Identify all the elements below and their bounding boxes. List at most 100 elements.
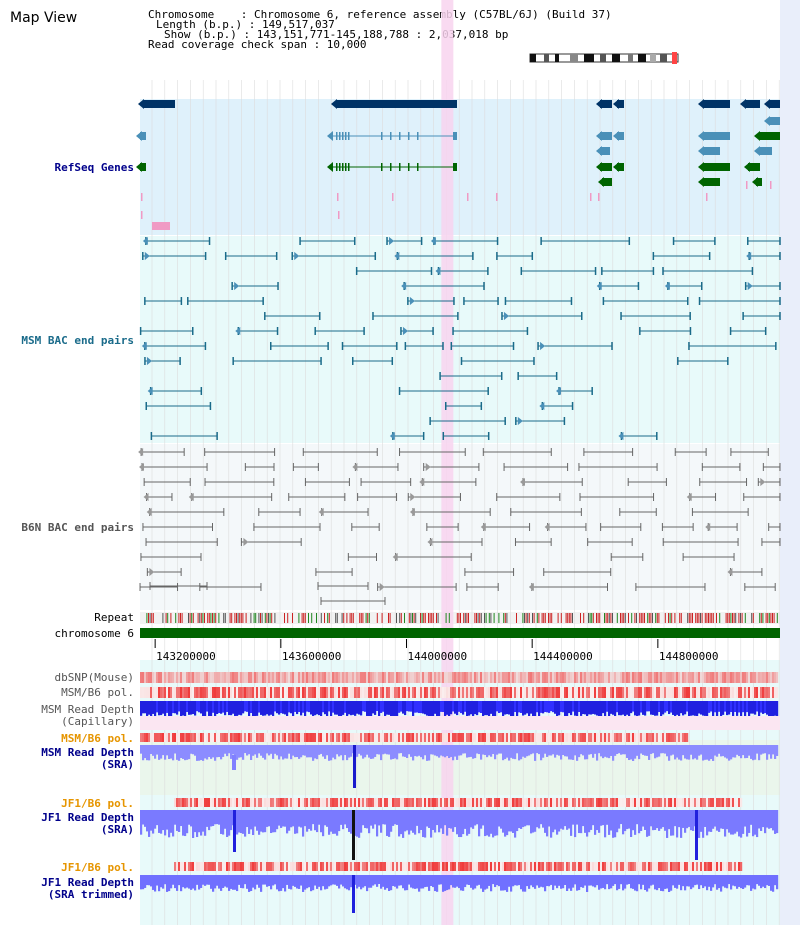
- jf1-pol-heat: [536, 798, 539, 807]
- msm-pol2-heat: [336, 733, 339, 742]
- msm-capillary-depth: [414, 701, 417, 713]
- msm-pol-heat: [718, 687, 721, 698]
- jf1-trim-depth: [680, 875, 683, 891]
- repeat-mark: [532, 613, 533, 623]
- msm-sra-depth: [474, 745, 477, 759]
- repeat-mark: [268, 613, 269, 623]
- gene-strand-arrow: [764, 99, 770, 109]
- jf1-pol2-heat: [700, 862, 703, 871]
- jf1-pol2-heat: [530, 862, 533, 871]
- repeat-mark: [727, 613, 729, 623]
- jf1-sra-depth: [586, 810, 589, 837]
- track-label-msm-bac[interactable]: MSM BAC end pairs: [21, 334, 134, 347]
- msm-capillary-depth: [166, 701, 169, 713]
- msm-pol2-heat: [578, 733, 581, 742]
- jf1-sra-depth: [466, 810, 469, 836]
- jf1-trim-depth: [292, 875, 295, 886]
- msm-pol2-heat: [304, 733, 307, 742]
- repeat-mark: [773, 613, 775, 623]
- msm-capillary-depth: [356, 701, 359, 714]
- msm-pol-heat: [594, 687, 597, 698]
- dbsnp-heat: [388, 672, 391, 683]
- gene-block: [617, 132, 624, 140]
- msm-sra-depth: [520, 745, 523, 760]
- jf1-trim-depth: [168, 875, 171, 892]
- repeat-mark: [541, 613, 543, 623]
- dbsnp-heat: [172, 672, 175, 683]
- dbsnp-heat: [394, 672, 397, 683]
- msm-pol-heat: [562, 687, 565, 698]
- jf1-sra-depth: [338, 810, 341, 832]
- msm-pol2-heat: [250, 733, 253, 742]
- jf1-pol2-heat: [652, 862, 655, 871]
- msm-pol2-heat: [556, 733, 559, 742]
- msm-pol-heat: [438, 687, 441, 698]
- dbsnp-heat: [738, 672, 741, 683]
- msm-pol2-heat: [610, 733, 613, 742]
- refseq-pink-mark: [746, 181, 748, 189]
- jf1-trim-depth: [436, 875, 439, 892]
- jf1-sra-depth: [306, 810, 309, 832]
- msm-sra-depth: [316, 745, 319, 760]
- msm-pol-heat: [738, 687, 741, 698]
- jf1-pol2-heat: [626, 862, 629, 871]
- jf1-trim-depth: [306, 875, 309, 889]
- dbsnp-heat: [356, 672, 359, 683]
- dbsnp-heat: [474, 672, 477, 683]
- repeat-mark: [668, 613, 669, 623]
- dbsnp-heat: [618, 672, 621, 683]
- track-label-jf1-depth-trim-sub: (SRA trimmed): [47, 888, 134, 901]
- msm-pol-heat: [626, 687, 629, 698]
- jf1-sra-depth: [364, 810, 367, 829]
- msm-capillary-depth: [628, 701, 631, 718]
- jf1-trim-depth: [758, 875, 761, 886]
- msm-pol-heat: [350, 687, 353, 698]
- jf1-pol2-heat: [724, 862, 727, 871]
- jf1-pol2-heat: [590, 862, 593, 871]
- track-label-refseq[interactable]: RefSeq Genes: [54, 161, 134, 174]
- repeat-mark: [231, 613, 233, 623]
- jf1-pol2-heat: [178, 862, 181, 871]
- dbsnp-heat: [452, 672, 455, 683]
- msm-pol-heat: [206, 687, 209, 698]
- msm-pol-heat: [186, 687, 189, 698]
- msm-capillary-depth: [642, 701, 645, 715]
- msm-capillary-depth: [448, 701, 451, 717]
- track-label-b6n-bac[interactable]: B6N BAC end pairs: [21, 521, 134, 534]
- gene-strand-arrow: [754, 146, 760, 156]
- msm-sra-depth: [384, 745, 387, 754]
- jf1-trim-depth: [766, 875, 769, 886]
- dbsnp-heat: [300, 672, 303, 683]
- jf1-sra-depth: [400, 810, 403, 835]
- dbsnp-heat: [382, 672, 385, 683]
- dbsnp-heat: [708, 672, 711, 683]
- repeat-mark: [647, 613, 649, 623]
- msm-pol2-heat: [638, 733, 641, 742]
- jf1-trim-depth: [264, 875, 267, 885]
- jf1-pol2-heat: [182, 862, 185, 871]
- msm-capillary-depth: [156, 701, 159, 713]
- repeat-mark: [336, 613, 338, 623]
- msm-pol-heat: [274, 687, 277, 698]
- msm-sra-depth: [254, 745, 257, 755]
- jf1-pol-heat: [394, 798, 397, 807]
- jf1-sra-depth: [250, 810, 253, 830]
- dbsnp-heat: [570, 672, 573, 683]
- msm-pol-heat: [262, 687, 265, 698]
- msm-capillary-depth: [302, 701, 305, 713]
- jf1-sra-depth: [544, 810, 547, 833]
- repeat-mark: [592, 613, 594, 623]
- msm-pol-heat: [170, 687, 173, 698]
- jf1-pol-heat: [416, 798, 419, 807]
- msm-sra-depth: [490, 745, 493, 757]
- msm-pol2-heat: [588, 733, 591, 742]
- jf1-trim-depth: [570, 875, 573, 891]
- msm-pol2-heat: [454, 733, 457, 742]
- dbsnp-heat: [342, 672, 345, 683]
- axis-tick-label: 144400000: [533, 650, 593, 663]
- jf1-pol-heat: [246, 798, 249, 807]
- dbsnp-heat: [250, 672, 253, 683]
- msm-pol2-heat: [482, 733, 485, 742]
- msm-sra-depth: [302, 745, 305, 756]
